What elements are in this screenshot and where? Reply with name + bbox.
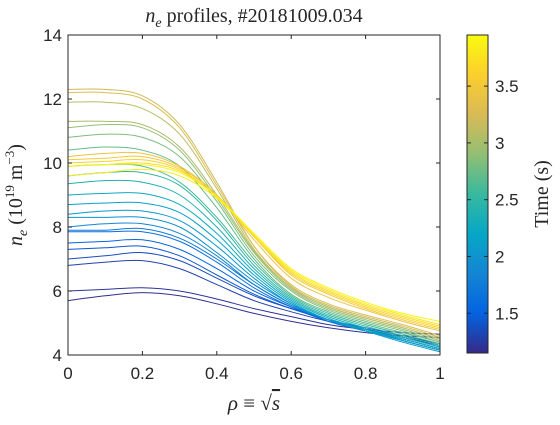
colorbar-tick-label: 3 (495, 134, 504, 153)
ylabel-exponent: 19 (2, 185, 17, 198)
plot-area (68, 35, 440, 355)
x-tick-label: 1 (435, 364, 444, 383)
colorbar-tick-label: 3.5 (495, 77, 519, 96)
profile-line-21 (68, 101, 440, 340)
ylabel-subscript: e (16, 230, 31, 236)
x-tick-label: 0.2 (131, 364, 155, 383)
xlabel-equiv: ≡ (238, 391, 260, 415)
colorbar (466, 34, 489, 354)
profile-line-13 (68, 192, 440, 350)
ylabel-unit: m (5, 164, 27, 185)
x-tick-label: 0 (63, 364, 72, 383)
axes-box (67, 34, 441, 356)
profile-line-17 (68, 146, 440, 343)
chart-title: ne profiles, #20181009.034 (145, 5, 362, 31)
profile-line-26 (68, 158, 440, 329)
profile-line-14 (68, 179, 440, 348)
y-tick-label: 12 (43, 90, 62, 109)
y-tick-label: 4 (53, 346, 62, 365)
profile-line-16 (68, 163, 440, 345)
y-axis-label: ne (1019 m−3) (2, 144, 31, 246)
profile-line-12 (68, 201, 440, 351)
profile-line-5 (68, 245, 440, 346)
title-text: profiles, #20181009.034 (162, 5, 363, 27)
xlabel-rho: ρ (227, 391, 238, 415)
x-axis-label: ρ ≡ √s (227, 391, 280, 415)
y-tick-label: 10 (43, 154, 62, 173)
profile-line-29 (68, 163, 440, 322)
series-layer (68, 88, 440, 353)
profile-line-23 (68, 91, 440, 337)
profile-line-28 (68, 168, 440, 326)
title-subscript: e (155, 16, 161, 31)
profile-line-24 (68, 151, 440, 332)
title-variable: n (145, 5, 155, 27)
ylabel-unit-exponent: −3 (2, 151, 17, 165)
x-tick-label: 0.4 (205, 364, 229, 383)
x-tick-label: 0.8 (354, 364, 378, 383)
ylabel-open: (10 (5, 198, 27, 230)
x-tick-label: 0.6 (279, 364, 303, 383)
colorbar-tick-label: 1.5 (495, 304, 519, 323)
ylabel-variable: n (5, 236, 27, 246)
colorbar-tick-layer: 1.5 2 2.5 3 3.5 (467, 77, 519, 323)
profile-line-15 (68, 171, 440, 346)
ylabel-close: ) (5, 144, 27, 151)
colorbar-tick-label: 2.5 (495, 191, 519, 210)
colorbar-label: Time (s) (531, 160, 553, 228)
profile-line-19 (68, 123, 440, 342)
y-tick-label: 8 (53, 218, 62, 237)
xlabel-s: s (272, 391, 280, 415)
profile-line-18 (68, 133, 440, 343)
y-tick-label: 6 (53, 282, 62, 301)
xlabel-sqrt: √ (260, 391, 272, 415)
y-tick-label: 14 (43, 26, 62, 45)
colorbar-tick-label: 2 (495, 247, 504, 266)
